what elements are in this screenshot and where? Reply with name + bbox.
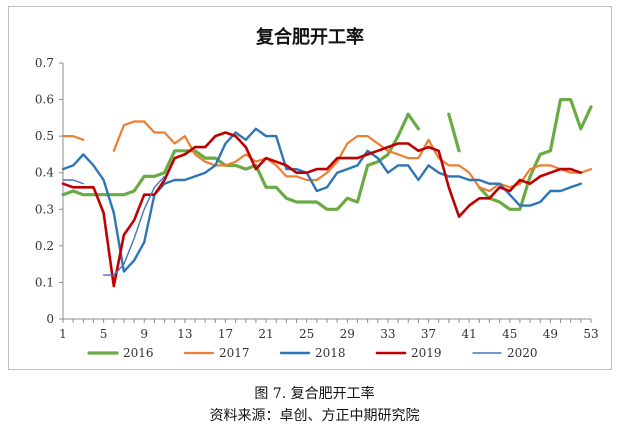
x-tick-label: 9 bbox=[140, 327, 148, 341]
series-line-2019 bbox=[61, 131, 583, 288]
legend-label-2019: 2019 bbox=[411, 346, 442, 360]
x-tick-label: 49 bbox=[543, 327, 558, 341]
series-2020 bbox=[62, 175, 166, 276]
y-tick-label: 0.1 bbox=[35, 275, 54, 289]
x-tick-label: 17 bbox=[218, 327, 233, 341]
x-tick-label: 33 bbox=[380, 327, 395, 341]
x-tick-label: 41 bbox=[462, 327, 477, 341]
x-tick-label: 1 bbox=[59, 327, 67, 341]
y-tick-label: 0.7 bbox=[35, 56, 54, 70]
series-2019 bbox=[61, 131, 583, 288]
series-line-2020 bbox=[102, 175, 166, 276]
axes: 0 0.1 0.2 0.3 0.4 0.5 0.6 0.7 1 5 9 13 17 21 25 29 33 37 4… bbox=[35, 56, 599, 341]
source-note: 资料来源：卓创、方正中期研究院 bbox=[209, 408, 420, 424]
series-2018 bbox=[61, 127, 582, 273]
y-tick-label: 0.5 bbox=[35, 129, 54, 143]
series-line-2017 bbox=[112, 120, 593, 193]
x-tick-label: 13 bbox=[177, 327, 192, 341]
x-tick-label: 5 bbox=[100, 327, 108, 341]
legend-label-2017: 2017 bbox=[219, 346, 250, 360]
x-tick-label: 29 bbox=[340, 327, 355, 341]
series-line-2017 bbox=[61, 135, 85, 141]
series-2017 bbox=[61, 120, 593, 193]
x-tick-label: 21 bbox=[258, 327, 273, 341]
series-lines bbox=[61, 97, 593, 288]
x-tick-label: 53 bbox=[583, 327, 598, 341]
series-line-2016 bbox=[447, 112, 461, 153]
legend: 2016 2017 2018 2019 2020 bbox=[87, 346, 538, 360]
figure-title: 图 7. 复合肥开工率 bbox=[254, 386, 375, 402]
series-line-2016 bbox=[477, 97, 593, 211]
y-tick-label: 0.6 bbox=[35, 93, 54, 107]
series-line-2018 bbox=[61, 127, 582, 273]
legend-label-2018: 2018 bbox=[315, 346, 346, 360]
figure-caption: 图 7. 复合肥开工率 资料来源：卓创、方正中期研究院 bbox=[0, 383, 629, 427]
y-tick-label: 0.3 bbox=[35, 202, 54, 216]
x-tick-label: 45 bbox=[502, 327, 517, 341]
chart-frame: 复合肥开工率 0 0.1 0.2 0.3 0.4 0.5 0.6 0.7 1 5 9 13 17 21 25… bbox=[8, 6, 612, 370]
x-tick-label: 25 bbox=[299, 327, 314, 341]
chart-title: 复合肥开工率 bbox=[256, 27, 364, 48]
y-tick-label: 0 bbox=[46, 312, 54, 326]
line-chart: 0 0.1 0.2 0.3 0.4 0.5 0.6 0.7 1 5 9 13 17 21 25 29 33 37 4… bbox=[35, 56, 599, 360]
y-tick-label: 0.4 bbox=[35, 166, 54, 180]
legend-label-2020: 2020 bbox=[507, 346, 538, 360]
series-2016 bbox=[61, 97, 593, 211]
series-line-2016 bbox=[61, 112, 420, 211]
x-tick-label: 37 bbox=[421, 327, 436, 341]
y-tick-label: 0.2 bbox=[35, 239, 54, 253]
series-line-2020 bbox=[62, 179, 85, 185]
legend-label-2016: 2016 bbox=[123, 346, 154, 360]
